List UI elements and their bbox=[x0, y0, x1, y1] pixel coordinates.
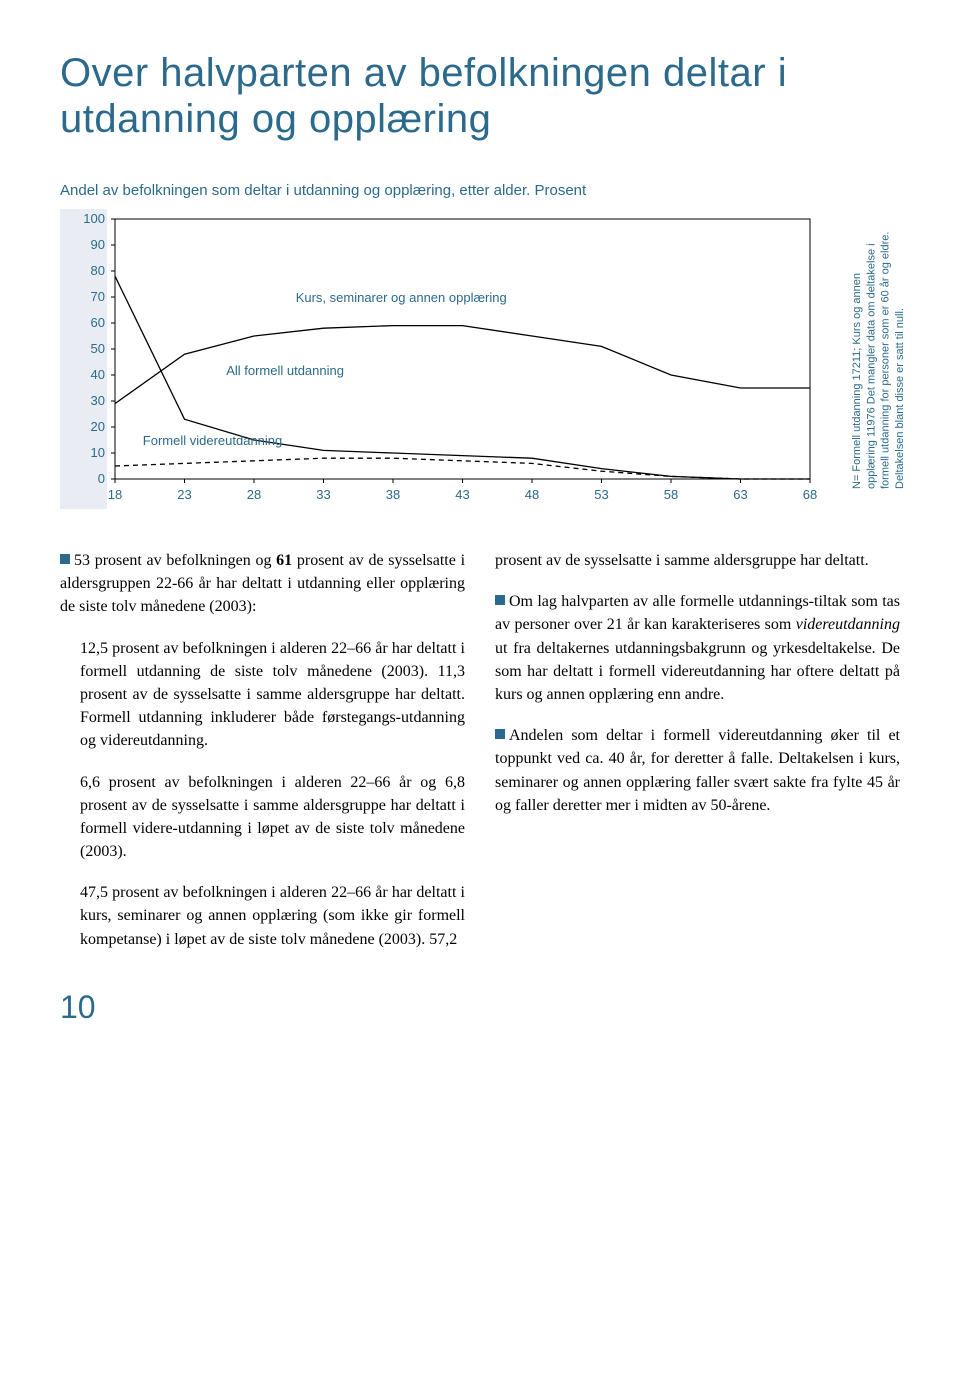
svg-text:40: 40 bbox=[91, 367, 105, 382]
svg-text:33: 33 bbox=[316, 487, 330, 502]
right-column: prosent av de sysselsatte i samme alders… bbox=[495, 549, 900, 969]
svg-text:20: 20 bbox=[91, 419, 105, 434]
chart-container: 0 10 20 30 40 50 60 70 80 90 100 18 23 28 33 38 43 48 53 58… bbox=[60, 209, 900, 509]
square-bullet-icon bbox=[495, 729, 505, 739]
left-p4: 47,5 prosent av befolkningen i alderen 2… bbox=[60, 881, 465, 951]
square-bullet-icon bbox=[495, 595, 505, 605]
svg-text:30: 30 bbox=[91, 393, 105, 408]
svg-text:53: 53 bbox=[594, 487, 608, 502]
text: Andelen som deltar i formell videreutdan… bbox=[495, 727, 900, 814]
page-number: 10 bbox=[60, 989, 900, 1026]
svg-text:38: 38 bbox=[386, 487, 400, 502]
right-p1: prosent av de sysselsatte i samme alders… bbox=[495, 549, 900, 572]
svg-text:68: 68 bbox=[803, 487, 817, 502]
right-p3: Andelen som deltar i formell videreutdan… bbox=[495, 724, 900, 817]
body-columns: 53 prosent av befolkningen og 61 prosent… bbox=[60, 549, 900, 969]
svg-text:63: 63 bbox=[733, 487, 747, 502]
svg-text:80: 80 bbox=[91, 263, 105, 278]
svg-text:Formell videreutdanning: Formell videreutdanning bbox=[143, 433, 282, 448]
left-p2: 12,5 prosent av befolkningen i alderen 2… bbox=[60, 637, 465, 753]
svg-text:60: 60 bbox=[91, 315, 105, 330]
left-column: 53 prosent av befolkningen og 61 prosent… bbox=[60, 549, 465, 969]
svg-text:100: 100 bbox=[83, 211, 105, 226]
text-bold: 61 bbox=[276, 552, 292, 569]
square-bullet-icon bbox=[60, 554, 70, 564]
left-p3: 6,6 prosent av befolkningen i alderen 22… bbox=[60, 771, 465, 864]
chart-caption: Andel av befolkningen som deltar i utdan… bbox=[60, 182, 900, 199]
svg-text:58: 58 bbox=[664, 487, 678, 502]
page: Over halvparten av befolkningen deltar i… bbox=[0, 0, 960, 1066]
svg-text:48: 48 bbox=[525, 487, 539, 502]
svg-text:18: 18 bbox=[108, 487, 122, 502]
text: ut fra deltakernes utdanningsbakgrunn og… bbox=[495, 640, 900, 703]
svg-text:0: 0 bbox=[98, 471, 105, 486]
chart-source-note: N= Formell utdanning 17211; Kurs og anne… bbox=[850, 229, 880, 489]
text-italic: videreutdanning bbox=[796, 616, 900, 633]
left-p1: 53 prosent av befolkningen og 61 prosent… bbox=[60, 549, 465, 619]
text: 53 prosent av befolkningen og bbox=[74, 552, 276, 569]
page-title: Over halvparten av befolkningen deltar i… bbox=[60, 50, 900, 142]
svg-text:70: 70 bbox=[91, 289, 105, 304]
svg-text:Kurs, seminarer og annen opplæ: Kurs, seminarer og annen opplæring bbox=[296, 290, 507, 305]
svg-text:10: 10 bbox=[91, 445, 105, 460]
svg-text:90: 90 bbox=[91, 237, 105, 252]
svg-text:All formell utdanning: All formell utdanning bbox=[226, 363, 344, 378]
right-p2: Om lag halvparten av alle formelle utdan… bbox=[495, 590, 900, 706]
svg-text:43: 43 bbox=[455, 487, 469, 502]
svg-text:23: 23 bbox=[177, 487, 191, 502]
svg-text:50: 50 bbox=[91, 341, 105, 356]
svg-text:28: 28 bbox=[247, 487, 261, 502]
line-chart: 0 10 20 30 40 50 60 70 80 90 100 18 23 28 33 38 43 48 53 58… bbox=[60, 209, 880, 509]
